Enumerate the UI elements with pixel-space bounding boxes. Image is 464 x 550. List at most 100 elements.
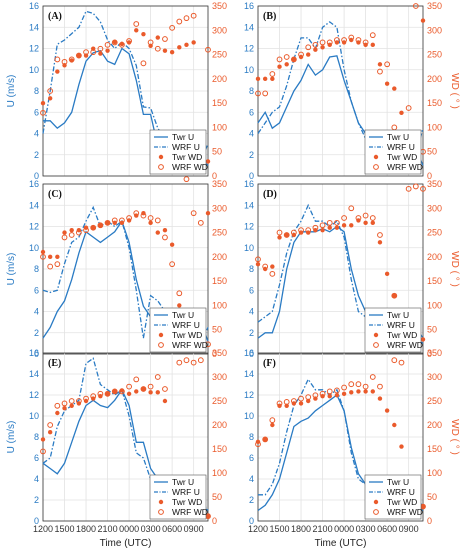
u-tick-label: 10: [244, 243, 254, 253]
wrf-wd-point: [355, 37, 362, 43]
wrf-wd-point: [147, 383, 154, 390]
wrf-wd-point: [255, 256, 261, 263]
panel-label: (B): [263, 11, 276, 22]
wd-tick-label: 150: [427, 444, 442, 454]
u-tick-label: 0: [249, 516, 254, 526]
legend-swatch-twr-wd: [373, 332, 379, 338]
u-tick-label: 12: [244, 222, 254, 232]
wrf-wd-point: [283, 232, 290, 238]
wd-tick-label: 300: [427, 372, 442, 382]
wrf-wd-point: [119, 388, 125, 395]
legend-swatch-twr-wd: [373, 154, 379, 160]
wrf-wd-point: [197, 219, 204, 226]
wrf-wd-point: [319, 39, 326, 46]
wd-tick-label: 150: [212, 444, 227, 454]
twr-wd-point: [177, 45, 182, 50]
u-tick-label: 8: [34, 432, 39, 442]
twr-wd-point: [399, 110, 404, 116]
u-tick-label: 8: [249, 86, 254, 96]
plot-frame: [42, 183, 209, 355]
twr-wd-point: [112, 389, 117, 394]
legend-label-wrf-wd: WRF WD: [172, 507, 208, 517]
wrf-wd-point: [391, 292, 398, 299]
u-tick-label: 0: [249, 171, 254, 181]
wd-axis-label: WD ( ° ): [449, 419, 460, 455]
wrf-wd-point: [140, 60, 147, 67]
wrf-wd-point: [75, 398, 82, 404]
legend-label-twr-wd: Twr WD: [172, 497, 202, 507]
twr-wd-point: [40, 249, 46, 255]
twr-wd-point: [98, 223, 103, 228]
wrf-wd-point: [412, 3, 419, 9]
twr-wd-point: [313, 47, 318, 52]
u-tick-label: 14: [244, 369, 254, 379]
legend-swatch-wrf-wd: [158, 342, 164, 348]
twr-wd-point: [356, 389, 361, 394]
wd-tick-label: 50: [427, 492, 437, 502]
wrf-wd-point: [334, 387, 340, 394]
twr-wd-point: [377, 396, 383, 401]
twr-wd-point: [277, 235, 282, 240]
twr-wd-point: [162, 48, 168, 53]
wd-tick-label: 300: [212, 203, 227, 213]
legend-label-wrf-u: WRF U: [172, 320, 200, 330]
twr-wd-point: [349, 223, 354, 228]
x-tick-label: 1800: [291, 524, 311, 534]
u-tick-label: 4: [34, 129, 39, 139]
wrf-wd-point: [54, 56, 61, 63]
twr-wd-point: [155, 35, 160, 40]
wrf-u-line: [257, 21, 424, 158]
legend-label-twr-u: Twr U: [387, 132, 409, 142]
twr-wd-point: [363, 220, 368, 226]
wrf-wd-point: [319, 390, 326, 397]
wrf-wd-point: [162, 386, 168, 392]
twr-wd-point: [98, 51, 103, 56]
wrf-wd-point: [355, 381, 362, 388]
wrf-wd-point: [183, 176, 190, 183]
legend-swatch-wrf-wd: [373, 164, 379, 170]
u-tick-label: 0: [34, 349, 39, 359]
u-tick-label: 10: [244, 411, 254, 421]
legend-label-wrf-wd: WRF WD: [387, 507, 423, 517]
wd-tick-label: 250: [427, 50, 442, 60]
twr-wd-point: [327, 394, 332, 399]
wrf-wd-point: [140, 212, 147, 219]
u-tick-label: 14: [29, 22, 39, 32]
u-tick-label: 8: [34, 86, 39, 96]
wd-tick-label: 350: [427, 1, 442, 11]
wrf-wd-point: [126, 215, 132, 221]
wd-axis-label: WD ( ° ): [449, 73, 460, 109]
x-tick-label: 0300: [356, 524, 376, 534]
twr-wd-point: [270, 422, 275, 428]
wrf-wd-point: [197, 357, 204, 364]
legend-label-twr-wd: Twr WD: [387, 330, 417, 340]
wrf-wd-point: [283, 399, 290, 405]
u-tick-label: 16: [29, 179, 39, 189]
u-tick-label: 4: [249, 474, 254, 484]
twr-wd-point: [392, 86, 397, 91]
u-tick-label: 16: [244, 1, 254, 11]
twr-wd-point: [255, 261, 261, 267]
wrf-wd-point: [391, 357, 398, 364]
twr-wd-point: [105, 220, 110, 226]
wrf-wd-point: [319, 222, 326, 229]
wrf-wd-point: [61, 234, 68, 241]
panel-b: 0 2 4 6 8 10 12 14 16 0 50 100 150 200 250 300 350 WD ( °…: [244, 1, 460, 181]
u-tick-label: 4: [249, 307, 254, 317]
x-tick-label: 1800: [76, 524, 96, 534]
twr-wd-point: [40, 100, 46, 106]
twr-wd-point: [205, 159, 211, 164]
wrf-wd-point: [83, 227, 89, 234]
wrf-wd-point: [269, 71, 276, 77]
wd-tick-label: 100: [212, 468, 227, 478]
wrf-wd-point: [355, 215, 362, 221]
wd-tick-label: 250: [212, 228, 227, 238]
twr-wd-point: [40, 437, 46, 442]
u-tick-label: 12: [244, 44, 254, 54]
twr-wd-point: [134, 28, 139, 33]
